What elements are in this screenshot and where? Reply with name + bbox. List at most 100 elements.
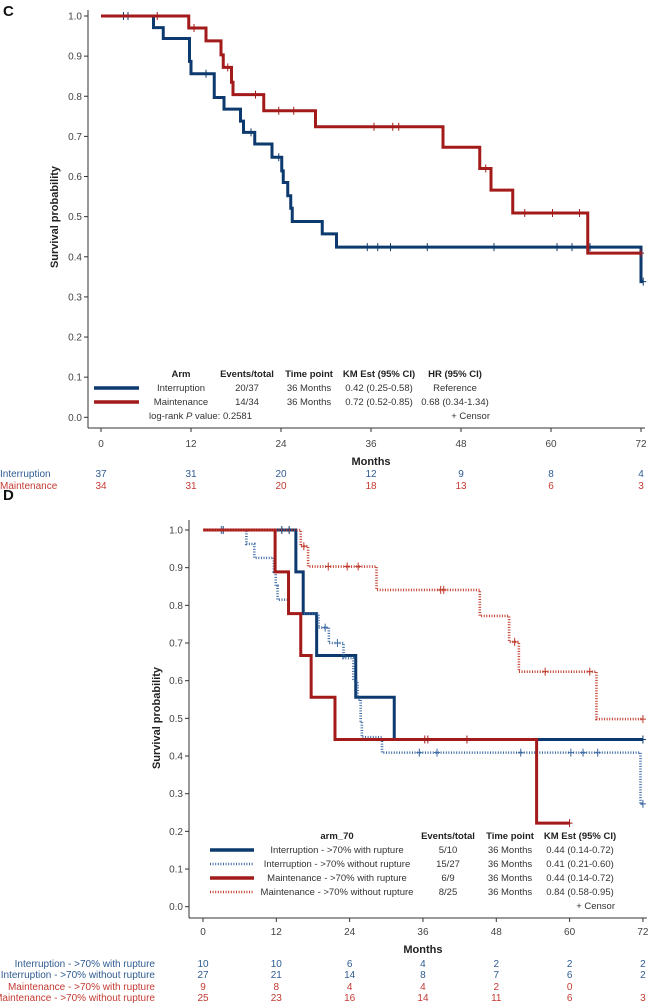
y-axis-title: Survival probability [49, 165, 61, 268]
censor-mark [424, 243, 431, 252]
censor-mark [517, 748, 524, 757]
risk-row-label: Interruption [0, 469, 51, 480]
censor-mark [371, 122, 377, 131]
risk-count: 20 [275, 481, 287, 492]
risk-count: 13 [455, 481, 467, 492]
censor-mark [549, 209, 556, 218]
y-tick-label: 0.6 [169, 676, 183, 687]
censor-mark [275, 153, 282, 162]
risk-count: 2 [567, 959, 573, 970]
censor-mark [224, 63, 231, 72]
y-axis-title: Survival probability [151, 666, 163, 769]
risk-count: 23 [271, 993, 283, 1004]
x-tick-label: 0 [200, 927, 206, 938]
x-tick-label: 36 [417, 927, 429, 938]
y-tick-label: 1.0 [68, 12, 82, 23]
risk-count: 14 [344, 970, 356, 981]
legend-header: KM Est (95% CI) [343, 369, 415, 380]
legend-cell: 36 Months [488, 845, 533, 856]
legend-cell: 8/25 [439, 887, 458, 898]
panel-label: D [3, 487, 14, 504]
risk-count: 6 [567, 993, 573, 1004]
survival-curve [101, 14, 644, 284]
censor-mark [334, 639, 341, 648]
legend-header: Arm [171, 369, 190, 380]
censor-mark [191, 24, 197, 33]
censor-mark [322, 623, 329, 632]
legend-cell: Interruption [157, 383, 205, 394]
censor-mark [554, 243, 560, 252]
censor-mark [424, 735, 431, 744]
legend-cell: 36 Months [488, 873, 533, 884]
y-tick-label: 0.0 [169, 902, 183, 913]
legend-cell: 0.68 (0.34-1.34) [421, 397, 489, 408]
risk-count: 20 [275, 469, 287, 480]
legend-cell: 0.44 (0.14-0.72) [546, 873, 614, 884]
risk-count: 3 [638, 481, 644, 492]
censor-mark [416, 748, 423, 757]
x-axis-title: Months [351, 456, 390, 468]
y-tick-label: 0.1 [68, 373, 82, 384]
legend-cell: 36 Months [287, 397, 332, 408]
risk-row-label: Maintenance [0, 481, 58, 492]
series-1 [203, 526, 646, 808]
risk-count: 8 [548, 469, 554, 480]
legend-cell: 36 Months [488, 887, 533, 898]
legend-header: Time point [285, 369, 334, 380]
x-tick-label: 48 [455, 439, 467, 450]
risk-count: 16 [344, 993, 356, 1004]
censor-mark [639, 735, 646, 744]
legend-cell: Maintenance [154, 397, 208, 408]
legend-header: Events/total [421, 831, 475, 842]
series-1 [101, 12, 644, 258]
legend-cell: 0.44 (0.14-0.72) [546, 845, 614, 856]
risk-count: 25 [197, 993, 209, 1004]
risk-count: 14 [417, 993, 429, 1004]
y-tick-label: 0.0 [68, 413, 82, 424]
x-tick-label: 72 [637, 927, 649, 938]
censor-mark [364, 243, 371, 252]
legend-cell: 36 Months [287, 383, 332, 394]
risk-count: 4 [420, 982, 426, 993]
risk-row-label: Interruption - >70% with rupture [15, 959, 156, 970]
censor-mark [542, 667, 549, 676]
y-tick-label: 0.6 [68, 172, 82, 183]
censor-mark [569, 243, 575, 252]
risk-table: Interruption 37 31 20 12 9 8 4 Maintenance 34 31 20… [0, 469, 644, 492]
legend-cell: 20/37 [235, 383, 259, 394]
risk-count: 4 [638, 469, 644, 480]
censor-mark [440, 585, 447, 594]
risk-count: 10 [197, 959, 209, 970]
logrank-p: P [186, 411, 193, 422]
censor-mark [566, 819, 573, 828]
censor-mark [511, 637, 518, 646]
risk-count: 12 [365, 469, 377, 480]
censor-mark [482, 164, 489, 173]
censor-mark [300, 542, 307, 551]
risk-count: 6 [548, 481, 554, 492]
panel-label: C [3, 3, 14, 20]
series-3 [203, 528, 646, 724]
censor-mark [275, 106, 282, 115]
risk-count: 31 [185, 481, 197, 492]
risk-count: 2 [640, 959, 646, 970]
x-tick-label: 24 [344, 927, 356, 938]
censor-mark [387, 243, 394, 252]
censor-mark [463, 735, 470, 744]
survival-curve [203, 528, 643, 741]
censor-mark [639, 799, 646, 808]
legend-cell: Maintenance - >70% with rupture [267, 873, 407, 884]
x-tick-label: 72 [635, 439, 647, 450]
censor-mark [640, 277, 647, 286]
x-tick-label: 36 [365, 439, 377, 450]
risk-count: 31 [185, 469, 197, 480]
x-tick-label: 24 [275, 439, 287, 450]
km-panel-c: C 0.0 0.1 0.2 0.3 0.4 0.5 0.6 0.7 0.8 0.9 1.0 0 12 24 3… [0, 3, 647, 492]
censor-mark [389, 122, 396, 131]
censor-legend: + Censor [576, 901, 615, 912]
legend-header: HR (95% CI) [428, 369, 482, 380]
risk-count: 34 [95, 481, 107, 492]
risk-count: 3 [640, 993, 646, 1004]
risk-row-label: Maintenance - >70% with rupture [8, 982, 155, 993]
